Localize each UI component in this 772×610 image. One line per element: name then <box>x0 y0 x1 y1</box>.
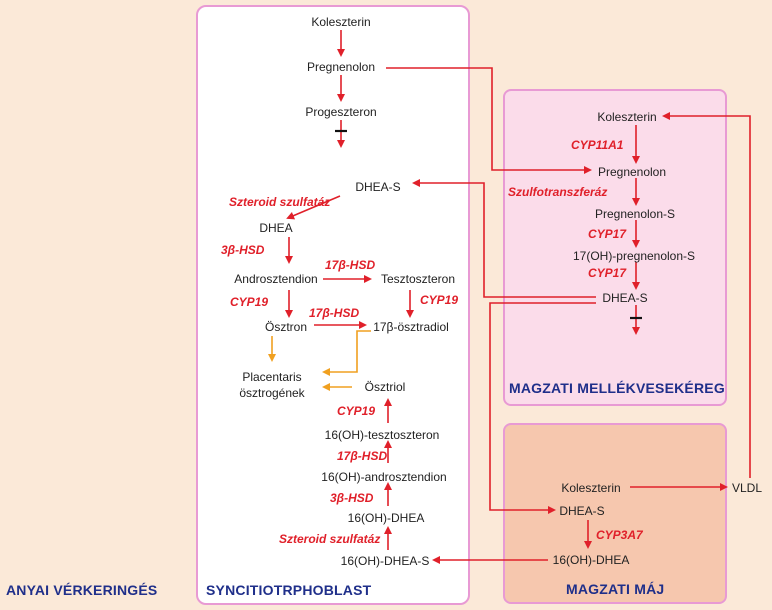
syn-estrone: Ösztron <box>264 320 308 334</box>
enz-17bhsd-2: 17β-HSD <box>309 306 360 320</box>
adr-pregnenolone-s: Pregnenolon-S <box>594 207 676 221</box>
syn-androstenedione: Androsztendion <box>234 272 318 286</box>
syn-oh-testosterone: 16(OH)-tesztoszteron <box>324 428 440 442</box>
region-label-fetal-liver: MAGZATI MÁJ <box>566 581 665 597</box>
enz-cyp19-1: CYP19 <box>230 295 269 309</box>
syn-estriol: Ösztriol <box>364 380 406 394</box>
syn-placental-estrogens-line2: ösztrogének <box>239 386 305 400</box>
region-label-syncytiotrophoblast: SYNCITIOTRPHOBLAST <box>206 582 372 598</box>
enz-cyp17-1: CYP17 <box>588 227 627 241</box>
region-label-fetal-adrenal: MAGZATI MELLÉKVESEKÉREG <box>509 380 725 396</box>
enz-sulfatase-1: Szteroid szulfatáz <box>229 195 331 209</box>
enz-sulfatase-2: Szteroid szulfatáz <box>279 532 381 546</box>
syncytiotrophoblast-box <box>196 5 470 605</box>
enz-sulfotransferase: Szulfotranszferáz <box>508 185 608 199</box>
adr-oh-pregnenolone-s: 17(OH)-pregnenolon-S <box>572 249 696 263</box>
fetal-liver-box <box>503 423 727 604</box>
syn-oh-androstenedione: 16(OH)-androsztendion <box>321 470 447 484</box>
syn-oh-dhea: 16(OH)-DHEA <box>347 511 425 525</box>
arrow-preg-to-adrenal <box>386 67 592 174</box>
syn-placental-estrogens-line1: Placentaris <box>242 370 302 384</box>
arrow-vldl-to-adrenal <box>662 112 751 478</box>
syn-testosterone: Tesztoszteron <box>380 272 456 286</box>
arrow-adrenal-dheas-to-syncytio <box>412 179 596 298</box>
syn-oh-dheas: 16(OH)-DHEA-S <box>340 554 430 568</box>
enz-cyp19-2: CYP19 <box>420 293 459 307</box>
syn-cholesterol: Koleszterin <box>311 15 371 29</box>
enz-17bhsd-1: 17β-HSD <box>325 258 376 272</box>
enz-cyp17-2: CYP17 <box>588 266 627 280</box>
enz-3bhsd-1: 3β-HSD <box>221 243 265 257</box>
enz-cyp19-3: CYP19 <box>337 404 376 418</box>
syn-pregnenolone: Pregnenolon <box>306 60 376 74</box>
syn-progesterone: Progeszteron <box>305 105 377 119</box>
enz-cyp3a7: CYP3A7 <box>596 528 643 542</box>
syn-dhea: DHEA <box>259 221 293 235</box>
enz-3bhsd-2: 3β-HSD <box>330 491 374 505</box>
arrow-adrenal-dheas-to-liver <box>489 302 596 514</box>
orange-arrow-estradiol-placental <box>322 330 371 376</box>
arrow-dheas-dhea <box>286 195 341 220</box>
adr-cholesterol: Koleszterin <box>597 110 657 124</box>
liv-dheas: DHEA-S <box>559 504 605 518</box>
region-label-maternal: ANYAI VÉRKERINGÉS <box>6 582 158 598</box>
liv-oh-dhea: 16(OH)-DHEA <box>552 553 630 567</box>
enz-17bhsd-3: 17β-HSD <box>337 449 388 463</box>
adr-pregnenolone: Pregnenolon <box>597 165 667 179</box>
adr-dheas: DHEA-S <box>602 291 648 305</box>
syn-dheas: DHEA-S <box>355 180 401 194</box>
fetal-adrenal-cortex-box <box>503 89 727 406</box>
enz-cyp11a1: CYP11A1 <box>571 138 624 152</box>
syn-estradiol: 17β-ösztradiol <box>373 320 449 334</box>
liv-cholesterol: Koleszterin <box>561 481 621 495</box>
vldl-label: VLDL <box>732 481 763 495</box>
